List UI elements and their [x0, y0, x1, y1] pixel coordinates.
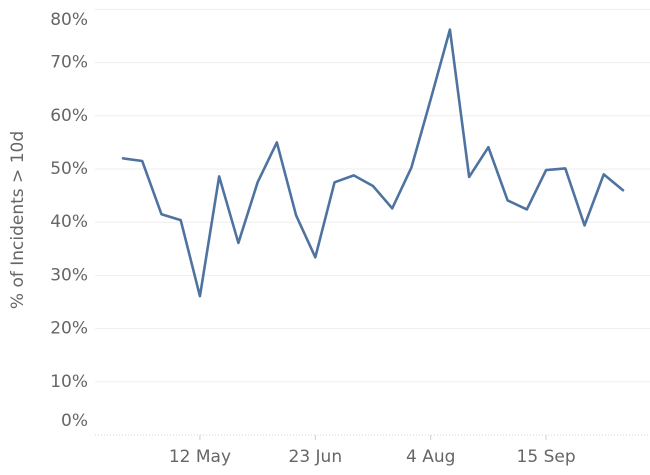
y-tick-label: 40% [50, 212, 88, 232]
y-tick-label: 60% [50, 106, 88, 126]
y-axis-title: % of Incidents > 10d [8, 131, 28, 309]
x-tick-label: 4 Aug [406, 447, 455, 467]
y-tick-label: 80% [50, 10, 88, 30]
y-tick-label: 30% [50, 265, 88, 285]
data-line [121, 28, 625, 298]
x-tick-label: 15 Sep [517, 447, 576, 467]
y-tick-label: 0% [61, 411, 88, 431]
x-tick-label: 12 May [169, 447, 231, 467]
y-tick-label: 20% [50, 319, 88, 339]
x-tick-label: 23 Jun [289, 447, 343, 467]
y-tick-label: 70% [50, 53, 88, 73]
y-tick-label: 10% [50, 372, 88, 392]
y-tick-label: 50% [50, 159, 88, 179]
